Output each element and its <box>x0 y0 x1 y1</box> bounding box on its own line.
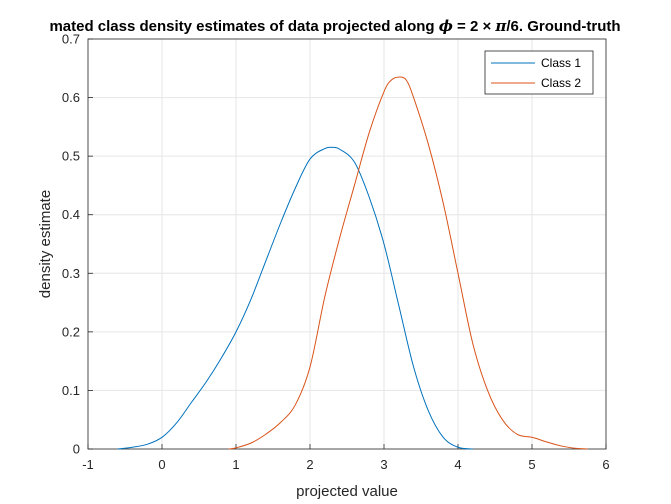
x-axis-label: projected value <box>296 483 398 500</box>
chart-title-pi-symbol: π <box>494 17 507 35</box>
y-tick-label: 0.1 <box>62 383 80 398</box>
legend-label-class-2: Class 2 <box>541 76 581 90</box>
chart-title: mated class density estimates of data pr… <box>49 17 620 35</box>
x-tick-label: 2 <box>306 457 313 472</box>
chart-title-part: /6. Ground-truth <box>506 18 620 35</box>
series <box>117 76 588 450</box>
y-tick-label: 0 <box>73 442 80 457</box>
legend-label-class-1: Class 1 <box>541 56 581 70</box>
y-tick-label: 0.4 <box>62 207 80 222</box>
y-tick-label: 0.7 <box>62 32 80 47</box>
series-line-class-2 <box>228 76 588 450</box>
y-tick-label: 0.6 <box>62 90 80 105</box>
y-axis-label: density estimate <box>37 190 54 298</box>
legend-box <box>484 50 594 95</box>
x-tick-label: 0 <box>158 457 165 472</box>
plot-frame <box>87 38 607 450</box>
x-tick-label: 5 <box>528 457 535 472</box>
y-tick-label: 0.3 <box>62 266 80 281</box>
axis-ticks: -1 0 1 2 3 4 5 600.10.20.30.40.50.60.7 <box>62 32 610 473</box>
chart-title-part: = 2 × <box>453 18 496 35</box>
x-tick-label: 6 <box>602 457 609 472</box>
x-tick-label: 3 <box>380 457 387 472</box>
y-tick-label: 0.5 <box>62 149 80 164</box>
legend: Class 1 Class 2 <box>484 50 594 95</box>
y-tick-label: 0.2 <box>62 324 80 339</box>
chart-title-phi-symbol: ϕ <box>439 17 453 35</box>
x-tick-label: 1 <box>232 457 239 472</box>
series-line-class-1 <box>117 146 473 450</box>
chart-title-part: mated class density estimates of data pr… <box>49 18 438 35</box>
x-tick-label: -1 <box>82 457 94 472</box>
x-tick-label: 4 <box>454 457 461 472</box>
